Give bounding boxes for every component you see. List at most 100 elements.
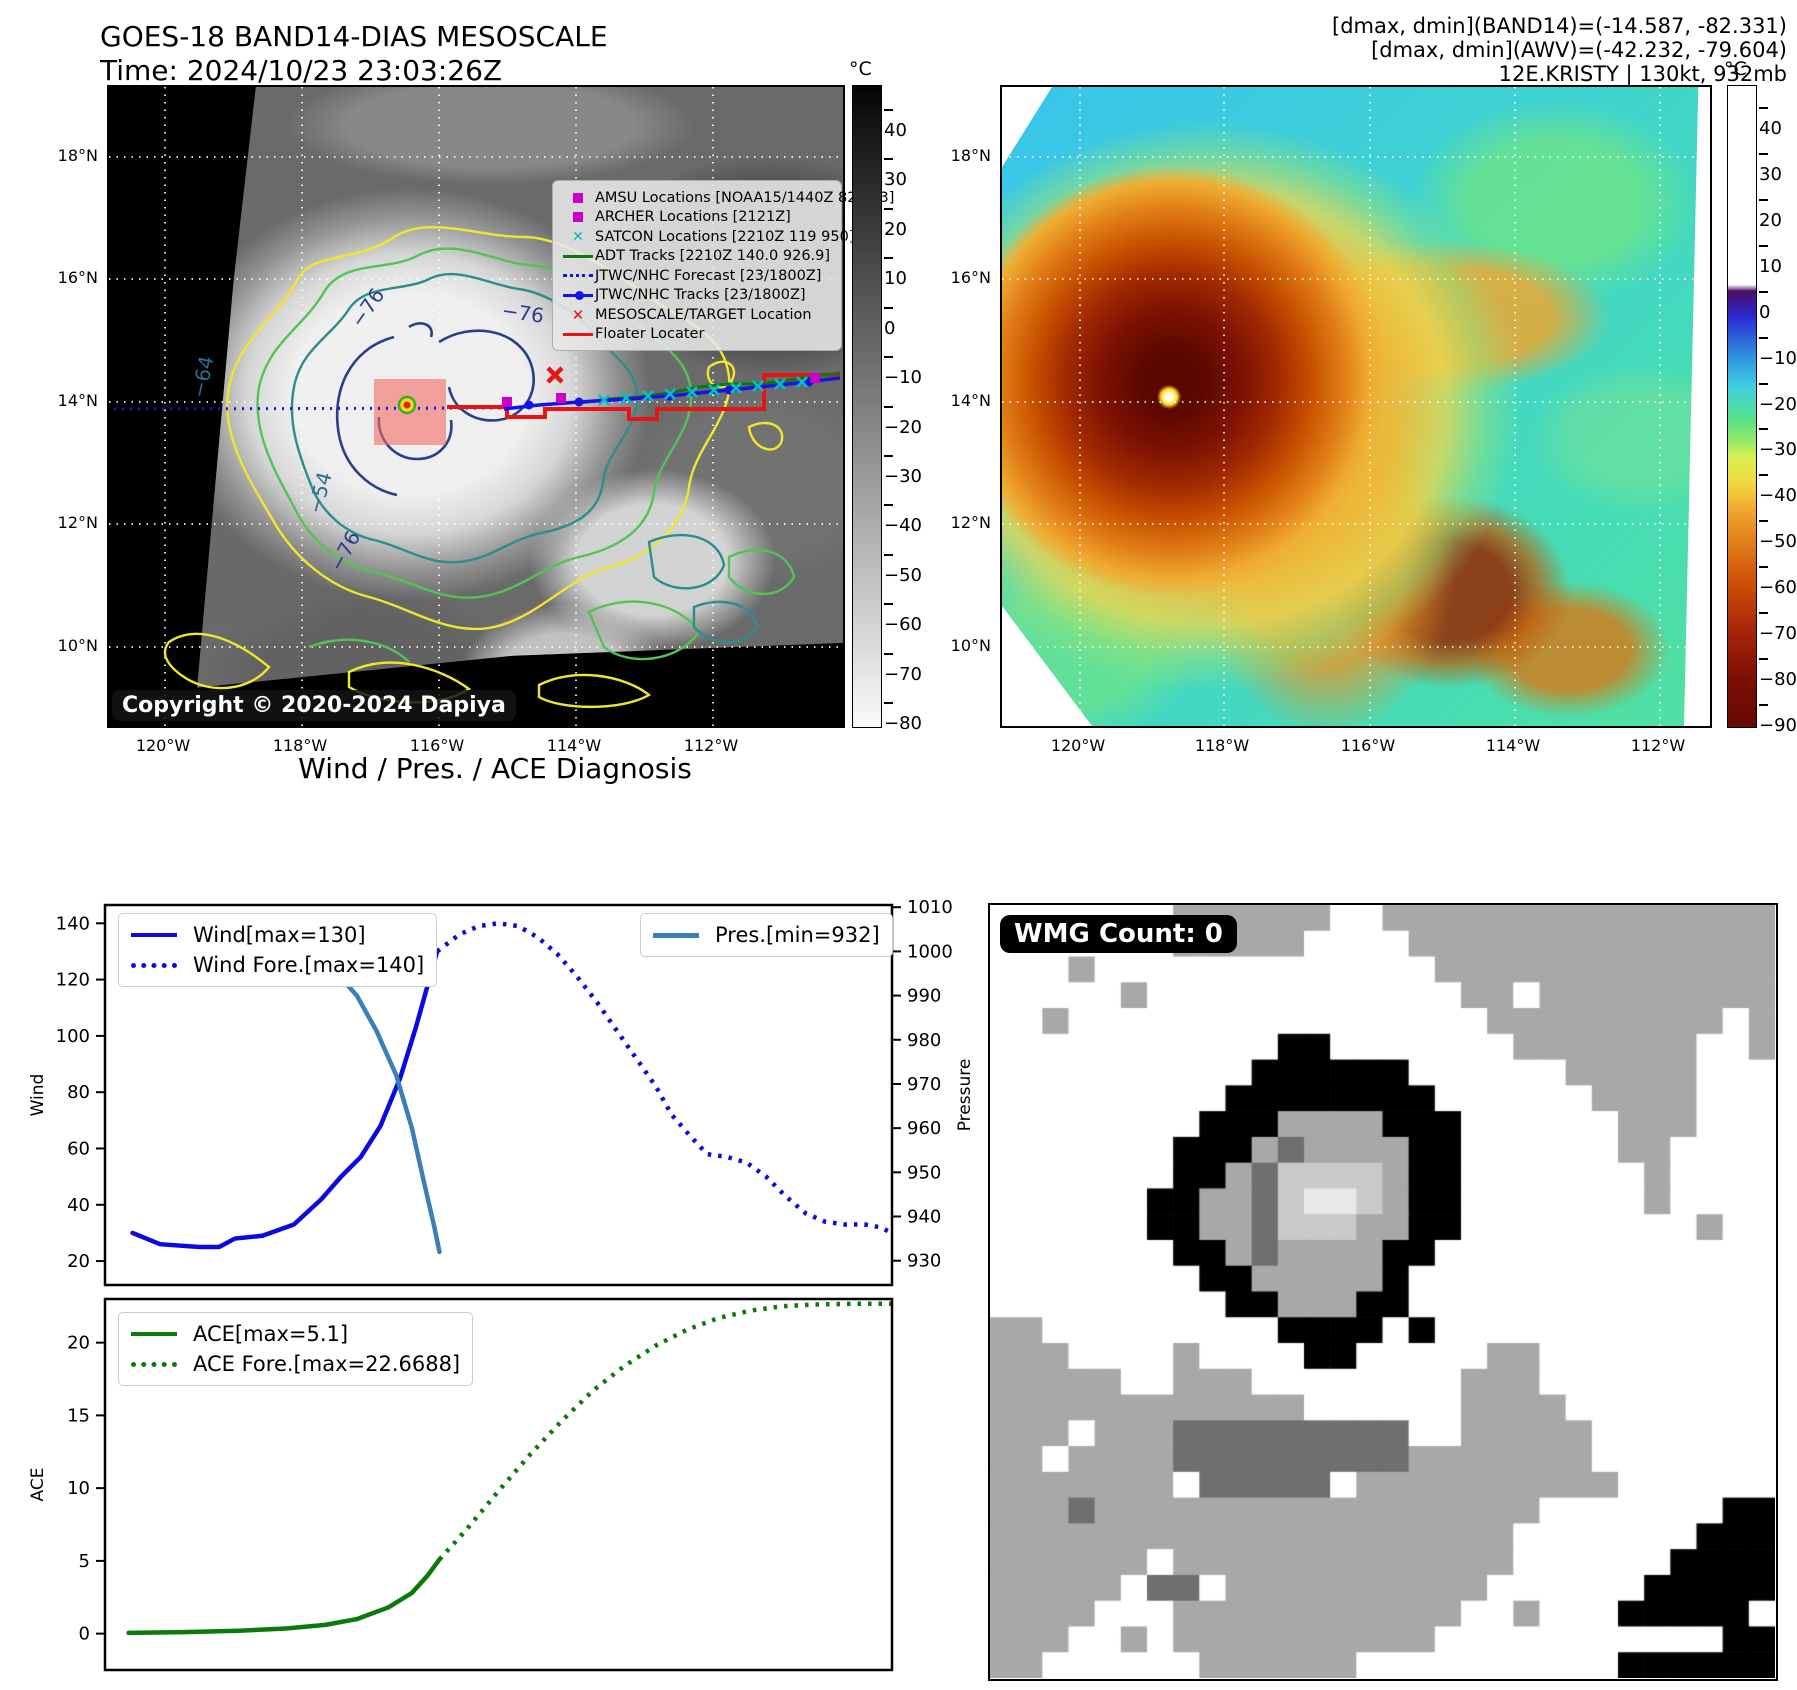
colorbar-tick: 20 (884, 198, 907, 240)
series-forecast (435, 921, 893, 1235)
colorbar-tick: 10 (884, 247, 907, 289)
legend-item-mesoscale-target: ✕ MESOSCALE/TARGET Location (561, 305, 833, 325)
band14-map-panel: −76 −76 −76 −64 −54 (107, 85, 894, 728)
line-dot-icon (561, 290, 595, 300)
y-tick: 140 (56, 913, 90, 934)
square-icon (561, 212, 595, 223)
copyright-badge: Copyright © 2020-2024 Dapiya (112, 690, 516, 721)
contour-label: −76 (500, 298, 545, 328)
lon-tick: 116°W (1340, 736, 1396, 755)
y-tick: 80 (67, 1082, 90, 1103)
dotted-line-icon (561, 274, 595, 278)
colorbar-tick: 10 (1759, 235, 1782, 277)
jtwc-forecast-track (113, 406, 505, 411)
colorbar-tick: 0 (1759, 281, 1774, 323)
storm-eye-marker (397, 395, 417, 415)
colorbar-tick: 40 (884, 99, 907, 141)
colorbar-tick: −40 (1759, 464, 1797, 506)
colorbar-tick: −20 (1759, 373, 1797, 415)
satcon-markers (598, 376, 808, 406)
lat-tick: 18°N (950, 146, 991, 165)
diagnosis-chart-title: Wind / Pres. / ACE Diagnosis (298, 752, 692, 785)
lat-tick: 16°N (950, 268, 991, 287)
contour-label: −64 (186, 354, 218, 400)
ir-graticule (1002, 87, 1710, 726)
y-tick-right: 980 (907, 1030, 941, 1051)
y-tick-right: 930 (907, 1251, 941, 1272)
y-tick-right: 960 (907, 1118, 941, 1139)
colorbar-tick: 30 (1759, 143, 1782, 185)
colorbar-tick: −60 (1759, 556, 1797, 598)
y-tick: 60 (67, 1138, 90, 1159)
lon-tick: 120°W (1050, 736, 1106, 755)
colorbar-tick: −10 (1759, 327, 1797, 369)
colorbar-tick: −30 (1759, 418, 1797, 460)
y-tick-right: 1000 (907, 941, 953, 962)
ace-chart: 0 5 10 15 20 ACE (28, 1297, 894, 1672)
legend-item-amsu: AMSU Locations [NOAA15/1440Z 82 983] (561, 188, 894, 208)
line-icon (561, 254, 595, 258)
legend-item-satcon: ✕ SATCON Locations [2210Z 119 950] (561, 227, 854, 247)
y-tick: 15 (67, 1405, 90, 1426)
y-tick: 20 (67, 1251, 90, 1272)
legend-item-wind-forecast: Wind Fore.[max=140] (131, 950, 424, 980)
y-tick-right: 1010 (907, 897, 953, 918)
lon-tick: 114°W (1485, 736, 1541, 755)
colorbar-tick: 40 (1759, 97, 1782, 139)
ace-legend: ACE[max=5.1] ACE Fore.[max=22.6688] (118, 1312, 474, 1386)
page-title: GOES-18 BAND14-DIAS MESOSCALE (100, 20, 608, 53)
lat-tick: 12°N (950, 513, 991, 532)
lat-tick: 18°N (57, 146, 98, 165)
legend-label: Wind[max=130] (193, 923, 366, 947)
band14-colorbar (852, 85, 882, 728)
legend-label: JTWC/NHC Forecast [23/1800Z] (595, 267, 822, 284)
solid-line-icon (653, 932, 705, 938)
ir-map-panel (1000, 85, 1712, 728)
x-marker-icon: ✕ (572, 228, 584, 245)
legend-label: SATCON Locations [2210Z 119 950] (595, 228, 855, 245)
map-legend: AMSU Locations [NOAA15/1440Z 82 983] ARC… (552, 180, 894, 351)
lat-tick: 16°N (57, 268, 98, 287)
square-icon (561, 192, 595, 203)
legend-label: ADT Tracks [2210Z 140.0 926.9] (595, 248, 831, 265)
legend-label: MESOSCALE/TARGET Location (595, 306, 812, 323)
y-tick: 10 (67, 1478, 90, 1499)
colorbar-tick: 20 (1759, 189, 1782, 231)
legend-item-floater: Floater Locater (561, 325, 833, 345)
lon-tick: 114°W (546, 736, 602, 755)
lon-tick: 120°W (135, 736, 191, 755)
y-axis-label-right: Pressure (955, 1059, 975, 1132)
legend-item-jtwc-forecast: JTWC/NHC Forecast [23/1800Z] (561, 266, 833, 286)
y-tick-right: 950 (907, 1162, 941, 1183)
lat-tick: 10°N (57, 636, 98, 655)
y-tick: 120 (56, 970, 90, 991)
lat-tick: 10°N (950, 636, 991, 655)
y-axis-label: ACE (28, 1468, 48, 1502)
lat-tick: 12°N (57, 513, 98, 532)
legend-label: JTWC/NHC Tracks [23/1800Z] (595, 287, 806, 304)
legend-label: Pres.[min=932] (715, 923, 880, 947)
legend-item-archer: ARCHER Locations [2121Z] (561, 208, 833, 228)
colorbar-unit: °C (1724, 58, 1747, 80)
contour-teal (290, 273, 759, 644)
y-tick: 40 (67, 1195, 90, 1216)
colorbar-tick: −60 (884, 593, 922, 635)
legend-item-jtwc-tracks: JTWC/NHC Tracks [23/1800Z] (561, 286, 833, 306)
wmg-grid-canvas (990, 905, 1775, 1678)
legend-label: ARCHER Locations [2121Z] (595, 209, 791, 226)
legend-label: Wind Fore.[max=140] (193, 953, 425, 977)
dotted-line-icon (131, 1361, 183, 1367)
solid-line-icon (131, 933, 183, 937)
dotted-line-icon (131, 962, 183, 968)
colorbar-tick: −70 (1759, 602, 1797, 644)
page-subtitle-time: Time: 2024/10/23 23:03:26Z (100, 54, 503, 87)
y-tick: 0 (79, 1624, 90, 1645)
y-tick-right: 970 (907, 1074, 941, 1095)
y-axis-label: Wind (28, 1074, 48, 1117)
legend-item-wind: Wind[max=130] (131, 920, 424, 950)
colorbar-tick: −50 (1759, 510, 1797, 552)
floater-locater-track (447, 373, 840, 421)
legend-item-ace: ACE[max=5.1] (131, 1319, 460, 1349)
legend-item-adt: ADT Tracks [2210Z 140.0 926.9] (561, 247, 833, 267)
